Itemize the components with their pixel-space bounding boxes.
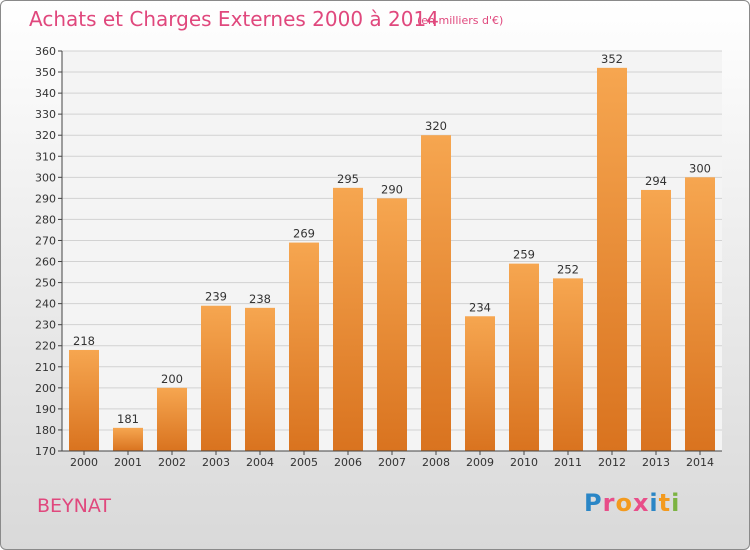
x-tick-label: 2002 <box>158 456 186 469</box>
y-tick-label: 310 <box>35 150 56 163</box>
x-tick-label: 2011 <box>554 456 582 469</box>
y-tick-label: 210 <box>35 361 56 374</box>
bar <box>553 278 583 451</box>
data-label: 352 <box>601 52 623 66</box>
x-tick-label: 2003 <box>202 456 230 469</box>
data-label: 238 <box>249 292 271 306</box>
data-label: 181 <box>117 412 139 426</box>
y-tick-label: 280 <box>35 213 56 226</box>
logo-letter: i <box>649 489 659 517</box>
x-tick-label: 2010 <box>510 456 538 469</box>
bar <box>377 198 407 451</box>
y-tick-label: 190 <box>35 403 56 416</box>
logo-letter: r <box>602 489 616 517</box>
x-tick-label: 2005 <box>290 456 318 469</box>
bar <box>69 349 99 451</box>
bar <box>465 316 495 451</box>
proxiti-logo: Proxiti <box>584 489 680 517</box>
data-label: 290 <box>381 182 403 196</box>
data-label: 294 <box>645 174 667 188</box>
x-tick-label: 2001 <box>114 456 142 469</box>
bar <box>113 427 143 451</box>
place-name: BEYNAT <box>37 495 111 517</box>
x-tick-label: 2006 <box>334 456 362 469</box>
chart-unit: (en milliers d'€) <box>417 14 504 27</box>
y-tick-label: 270 <box>35 234 56 247</box>
y-tick-label: 320 <box>35 129 56 142</box>
data-label: 300 <box>689 161 711 175</box>
y-tick-label: 200 <box>35 382 56 395</box>
x-tick-label: 2009 <box>466 456 494 469</box>
y-tick-label: 170 <box>35 445 56 458</box>
logo-letter: P <box>584 489 603 517</box>
data-label: 295 <box>337 172 359 186</box>
y-tick-label: 250 <box>35 277 56 290</box>
x-tick-label: 2014 <box>686 456 714 469</box>
y-tick-label: 230 <box>35 319 56 332</box>
bar <box>157 387 187 451</box>
bar <box>245 307 275 451</box>
y-tick-label: 340 <box>35 87 56 100</box>
logo-letter: o <box>615 489 633 517</box>
data-label: 234 <box>469 300 491 314</box>
bar <box>509 263 539 451</box>
y-tick-label: 260 <box>35 256 56 269</box>
bar <box>421 135 451 452</box>
bar <box>333 187 363 451</box>
x-tick-label: 2013 <box>642 456 670 469</box>
bar <box>289 242 319 451</box>
y-tick-label: 180 <box>35 424 56 437</box>
x-tick-label: 2000 <box>70 456 98 469</box>
x-tick-label: 2004 <box>246 456 274 469</box>
data-label: 259 <box>513 248 535 262</box>
y-tick-label: 360 <box>35 45 56 58</box>
data-label: 200 <box>161 372 183 386</box>
bar <box>201 305 231 451</box>
x-tick-label: 2008 <box>422 456 450 469</box>
logo-letter: i <box>671 489 681 517</box>
x-tick-label: 2012 <box>598 456 626 469</box>
bar <box>597 67 627 451</box>
logo-letter: x <box>632 489 650 517</box>
y-tick-label: 300 <box>35 171 56 184</box>
y-tick-label: 220 <box>35 340 56 353</box>
y-tick-label: 240 <box>35 298 56 311</box>
data-label: 239 <box>205 290 227 304</box>
bar <box>685 177 715 451</box>
data-label: 269 <box>293 227 315 241</box>
x-tick-label: 2007 <box>378 456 406 469</box>
y-tick-label: 290 <box>35 192 56 205</box>
chart-title: Achats et Charges Externes 2000 à 2014 <box>29 7 439 31</box>
bar <box>641 189 671 451</box>
y-tick-label: 330 <box>35 108 56 121</box>
data-label: 252 <box>557 262 579 276</box>
data-label: 218 <box>73 334 95 348</box>
data-label: 320 <box>425 119 447 133</box>
y-tick-label: 350 <box>35 66 56 79</box>
logo-letter: t <box>658 489 672 517</box>
